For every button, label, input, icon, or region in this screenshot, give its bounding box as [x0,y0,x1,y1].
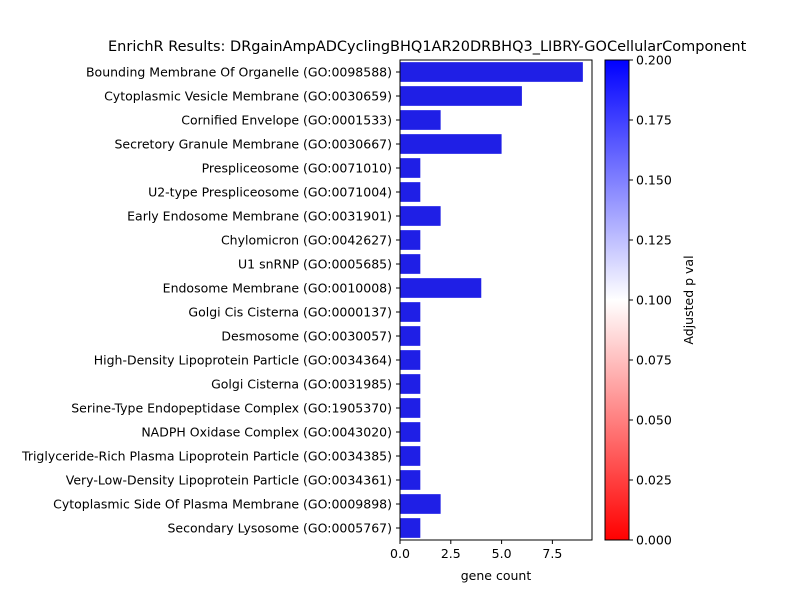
bar [400,206,441,226]
y-tick-label: Endosome Membrane (GO:0010008) [163,281,392,296]
bar [400,230,421,250]
bar [400,494,441,514]
bar [400,302,421,322]
y-tick-label: High-Density Lipoprotein Particle (GO:00… [94,353,392,368]
bar [400,134,502,154]
bar [400,446,421,466]
colorbar-gradient [604,59,630,541]
bar [400,374,421,394]
colorbar-tick-label: 0.125 [636,233,672,248]
colorbar: Adjusted p val 0.000 0.025 0.050 0.075 0.100… [604,53,696,548]
y-tick-label: Golgi Cis Cisterna (GO:0000137) [188,305,392,320]
bar [400,182,421,202]
y-tick-label: Secretory Granule Membrane (GO:0030667) [115,137,393,152]
bar [400,158,421,178]
colorbar-tick-label: 0.150 [636,173,672,188]
bar [400,518,421,538]
colorbar-tick-label: 0.025 [636,473,672,488]
y-tick-label: Prespliceosome (GO:0071010) [202,161,392,176]
bar [400,278,482,298]
y-tick-label: Triglyceride-Rich Plasma Lipoprotein Par… [21,449,392,464]
bar [400,470,421,490]
y-tick-label: Chylomicron (GO:0042627) [221,233,392,248]
colorbar-tick-label: 0.175 [636,113,672,128]
colorbar-tick-label: 0.100 [636,293,672,308]
y-tick-label: U2-type Prespliceosome (GO:0071004) [148,185,392,200]
bar [400,110,441,130]
colorbar-tick-label: 0.050 [636,413,672,428]
colorbar-label: Adjusted p val [681,255,696,344]
bar [400,350,421,370]
y-tick-label: Cornified Envelope (GO:0001533) [181,113,392,128]
colorbar-tick-label: 0.000 [636,533,672,548]
chart-title: EnrichR Results: DRgainAmpADCyclingBHQ1A… [108,39,747,55]
bar [400,86,522,106]
bar [400,62,583,82]
bar [400,398,421,418]
x-tick-label: 5.0 [492,546,512,561]
y-tick-label: U1 snRNP (GO:0005685) [238,257,392,272]
y-tick-label: Bounding Membrane Of Organelle (GO:00985… [86,65,392,80]
y-tick-label: Secondary Lysosome (GO:0005767) [168,521,393,536]
bar [400,326,421,346]
bar [400,422,421,442]
colorbar-tick-label: 0.200 [636,53,672,68]
plot-area: Bounding Membrane Of Organelle (GO:00985… [21,62,583,561]
bar [400,254,421,274]
y-tick-label: Very-Low-Density Lipoprotein Particle (G… [66,473,392,488]
y-tick-label: Cytoplasmic Side Of Plasma Membrane (GO:… [53,497,392,512]
x-tick-label: 0.0 [390,546,410,561]
y-tick-label: Early Endosome Membrane (GO:0031901) [127,209,392,224]
x-tick-label: 2.5 [441,546,461,561]
y-tick-label: NADPH Oxidase Complex (GO:0043020) [141,425,392,440]
y-tick-label: Golgi Cisterna (GO:0031985) [211,377,392,392]
plot-frame [399,59,593,541]
y-tick-label: Serine-Type Endopeptidase Complex (GO:19… [71,401,392,416]
colorbar-tick-label: 0.075 [636,353,672,368]
y-tick-label: Desmosome (GO:0030057) [221,329,392,344]
x-tick-label: 7.5 [542,546,562,561]
x-axis-label: gene count [461,568,532,583]
y-tick-label: Cytoplasmic Vesicle Membrane (GO:0030659… [104,89,392,104]
